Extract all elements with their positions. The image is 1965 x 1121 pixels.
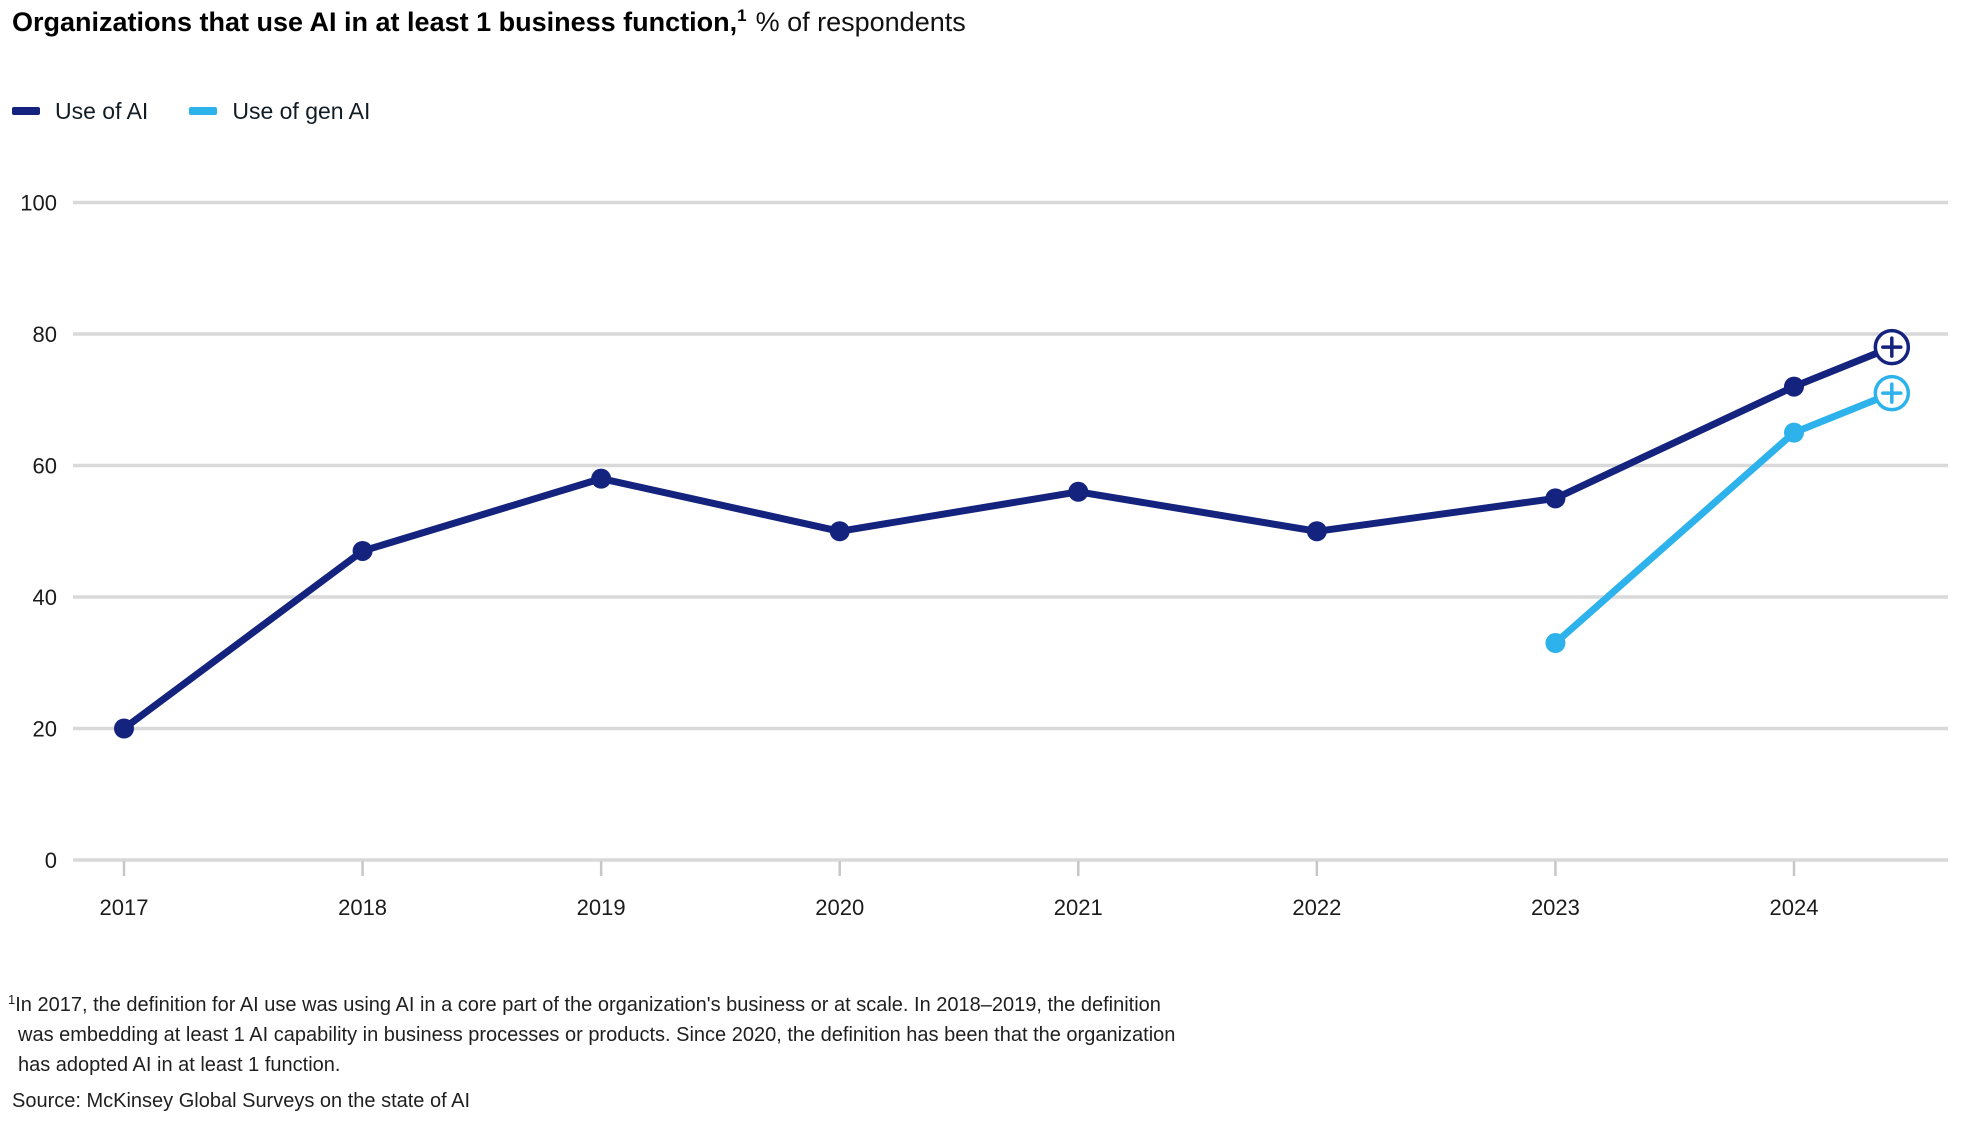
- y-axis-label: 0: [45, 848, 57, 873]
- data-point-use-of-ai: [1306, 521, 1327, 542]
- x-axis-label: 2019: [577, 895, 626, 920]
- legend-label-use-of-gen-ai: Use of gen AI: [232, 97, 371, 124]
- title-footnote-marker: 1: [737, 6, 747, 25]
- chart-title-unit: % of respondents: [755, 7, 966, 37]
- y-axis-label: 100: [20, 191, 57, 216]
- x-axis-label: 2020: [815, 895, 864, 920]
- footnote-line: has adopted AI in at least 1 function.: [18, 1054, 341, 1076]
- data-point-use-of-ai: [1068, 481, 1089, 502]
- y-axis-label: 40: [33, 585, 57, 610]
- x-axis-label: 2017: [100, 895, 149, 920]
- legend-label-use-of-ai: Use of AI: [55, 97, 149, 124]
- y-axis-label: 80: [33, 322, 57, 347]
- footnote-marker: 1: [8, 992, 16, 1007]
- x-axis-label: 2021: [1054, 895, 1103, 920]
- footnote-line: 1In 2017, the definition for AI use was …: [8, 985, 1175, 1020]
- x-axis-label: 2024: [1770, 895, 1819, 920]
- data-point-use-of-gen-ai: [1545, 633, 1566, 654]
- data-point-use-of-ai: [352, 540, 373, 561]
- data-point-use-of-ai: [829, 521, 850, 542]
- data-point-use-of-ai: [114, 718, 134, 739]
- data-point-use-of-gen-ai: [1783, 422, 1804, 443]
- chart-title-text: Organizations that use AI in at least 1 …: [12, 7, 738, 37]
- y-axis-label: 20: [33, 717, 57, 742]
- legend-item-use-of-gen-ai: Use of gen AI: [189, 98, 370, 125]
- data-point-use-of-ai: [1545, 488, 1566, 509]
- legend: Use of AI Use of gen AI: [12, 97, 411, 125]
- x-axis-label: 2018: [338, 895, 387, 920]
- plus-icon-use-of-ai[interactable]: [1881, 336, 1903, 358]
- chart-title: Organizations that use AI in at least 1 …: [12, 6, 966, 38]
- footnote-line: was embedding at least 1 AI capability i…: [18, 1024, 1176, 1046]
- data-point-use-of-ai: [1783, 376, 1804, 397]
- footnote-text: In 2017, the definition for AI use was u…: [15, 994, 1161, 1016]
- use-of-gen-ai-swatch-icon: [189, 107, 218, 115]
- use-of-ai-swatch-icon: [12, 107, 40, 115]
- y-axis-label: 60: [33, 454, 57, 479]
- legend-item-use-of-ai: Use of AI: [12, 98, 148, 125]
- data-point-use-of-ai: [591, 468, 612, 489]
- footnote: 1In 2017, the definition for AI use was …: [8, 985, 1175, 1080]
- plus-icon-use-of-gen-ai[interactable]: [1881, 382, 1903, 404]
- x-axis-label: 2022: [1292, 895, 1341, 920]
- source-line: Source: McKinsey Global Surveys on the s…: [12, 1090, 471, 1112]
- series-line-use-of-gen-ai: [1551, 389, 1896, 647]
- series-line-use-of-ai: [120, 343, 1896, 732]
- x-axis-label: 2023: [1531, 895, 1580, 920]
